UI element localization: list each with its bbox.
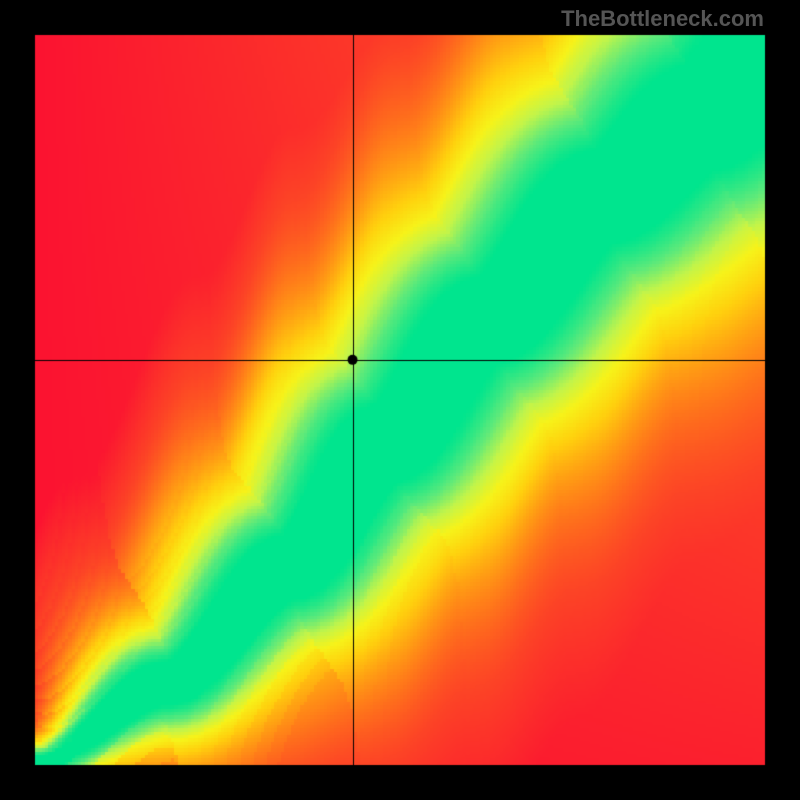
bottleneck-heatmap-canvas	[0, 0, 800, 800]
chart-container: TheBottleneck.com	[0, 0, 800, 800]
watermark-text: TheBottleneck.com	[561, 6, 764, 32]
